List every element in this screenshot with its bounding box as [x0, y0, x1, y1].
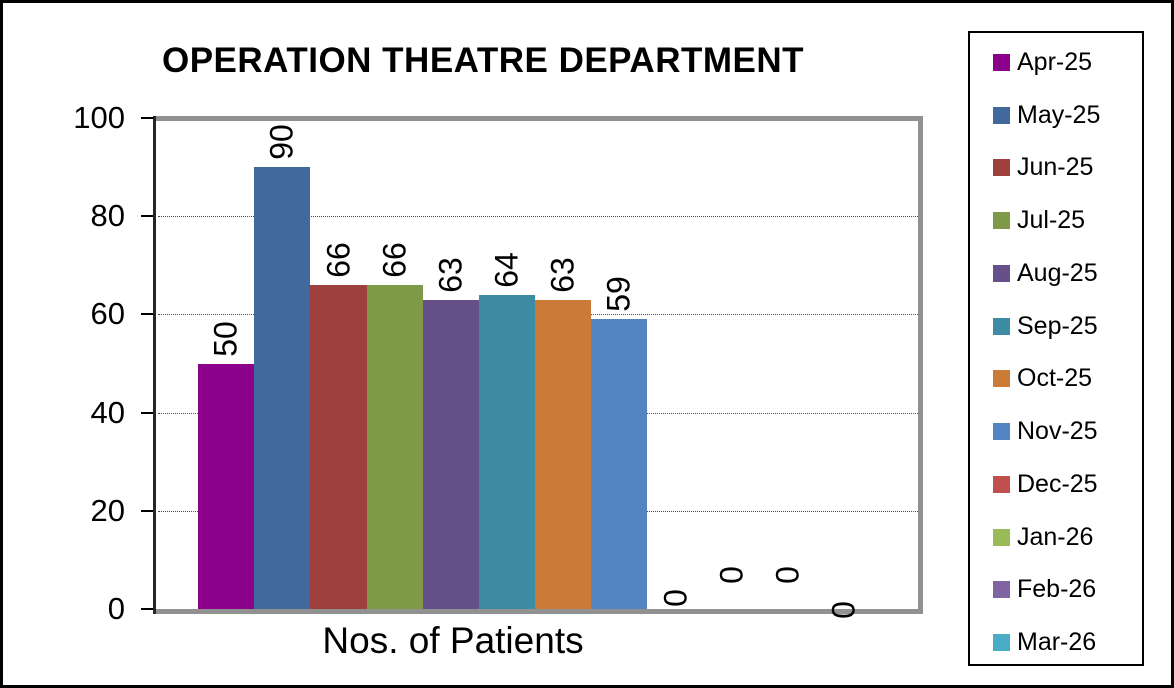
legend-label: Aug-25: [1017, 258, 1098, 287]
legend-item-aug-25: Aug-25: [993, 259, 1098, 287]
data-label: 90: [263, 124, 300, 160]
legend-color-swatch: [993, 369, 1010, 387]
legend-color-swatch: [993, 158, 1010, 176]
y-axis-line: [153, 116, 156, 614]
data-label: 59: [600, 276, 637, 312]
bar-sep-25: [479, 295, 535, 609]
bar-apr-25: [198, 364, 254, 609]
legend: Apr-25 May-25 Jun-25 Jul-25 Aug-25 Sep-25 Oct-…: [968, 31, 1144, 666]
legend-color-swatch: [993, 106, 1010, 124]
legend-item-may-25: May-25: [993, 101, 1100, 129]
legend-item-jul-25: Jul-25: [993, 206, 1085, 234]
legend-color-swatch: [993, 528, 1010, 546]
y-axis-tick-label: 60: [90, 296, 125, 331]
data-label: 0: [769, 566, 806, 584]
legend-label: Mar-26: [1017, 627, 1097, 656]
legend-color-swatch: [993, 422, 1010, 440]
data-label: 63: [544, 257, 581, 293]
legend-color-swatch: [993, 317, 1010, 335]
legend-item-jun-25: Jun-25: [993, 153, 1093, 181]
legend-color-swatch: [993, 475, 1010, 493]
bar-may-25: [254, 167, 310, 609]
y-axis-tick-label: 80: [90, 198, 125, 233]
legend-color-swatch: [993, 53, 1010, 71]
y-axis-tick-label: 20: [90, 493, 125, 528]
plot-border-top: [155, 116, 923, 121]
legend-color-swatch: [993, 264, 1010, 282]
legend-label: May-25: [1017, 100, 1101, 129]
y-axis-tick-label: 0: [107, 591, 125, 626]
legend-item-dec-25: Dec-25: [993, 470, 1098, 498]
y-axis-tick: [141, 412, 153, 414]
data-label: 50: [207, 321, 244, 357]
legend-item-apr-25: Apr-25: [993, 48, 1092, 76]
legend-color-swatch: [993, 211, 1010, 229]
legend-item-mar-26: Mar-26: [993, 628, 1096, 656]
legend-label: Jun-25: [1017, 152, 1094, 181]
legend-label: Jan-26: [1017, 522, 1094, 551]
bar-jul-25: [367, 285, 423, 609]
legend-label: Apr-25: [1017, 47, 1093, 76]
chart-title: OPERATION THEATRE DEPARTMENT: [161, 41, 805, 80]
data-label: 63: [432, 257, 469, 293]
legend-label: Sep-25: [1017, 311, 1098, 340]
y-axis-tick: [141, 510, 153, 512]
y-axis-tick: [141, 313, 153, 315]
data-label: 66: [320, 242, 356, 278]
legend-color-swatch: [993, 633, 1010, 651]
data-label: 0: [657, 589, 693, 607]
legend-color-swatch: [993, 580, 1010, 598]
category-axis-label: Nos. of Patients: [322, 620, 584, 661]
y-axis-tick: [141, 608, 153, 610]
y-axis-tick-label: 40: [90, 395, 125, 430]
legend-item-nov-25: Nov-25: [993, 417, 1098, 445]
y-axis-tick-label: 100: [73, 100, 125, 135]
legend-label: Nov-25: [1017, 416, 1098, 445]
data-label: 0: [713, 566, 750, 584]
data-label: 0: [825, 601, 862, 619]
plot-border-bottom: [155, 609, 923, 614]
y-axis-tick: [141, 117, 153, 119]
legend-label: Jul-25: [1017, 205, 1086, 234]
y-axis-tick: [141, 215, 153, 217]
data-label: 66: [376, 242, 413, 278]
legend-label: Feb-26: [1017, 574, 1097, 603]
legend-item-sep-25: Sep-25: [993, 312, 1098, 340]
legend-item-oct-25: Oct-25: [993, 364, 1092, 392]
gridline: [158, 216, 918, 217]
bar-nov-25: [591, 319, 647, 609]
data-label: 64: [488, 252, 525, 288]
bar-jun-25: [310, 285, 367, 609]
legend-label: Dec-25: [1017, 469, 1098, 498]
legend-label: Oct-25: [1017, 363, 1093, 392]
bar-oct-25: [535, 300, 591, 609]
bar-aug-25: [423, 300, 479, 609]
plot-border-right: [918, 116, 923, 614]
legend-item-feb-26: Feb-26: [993, 575, 1096, 603]
legend-item-jan-26: Jan-26: [993, 523, 1093, 551]
